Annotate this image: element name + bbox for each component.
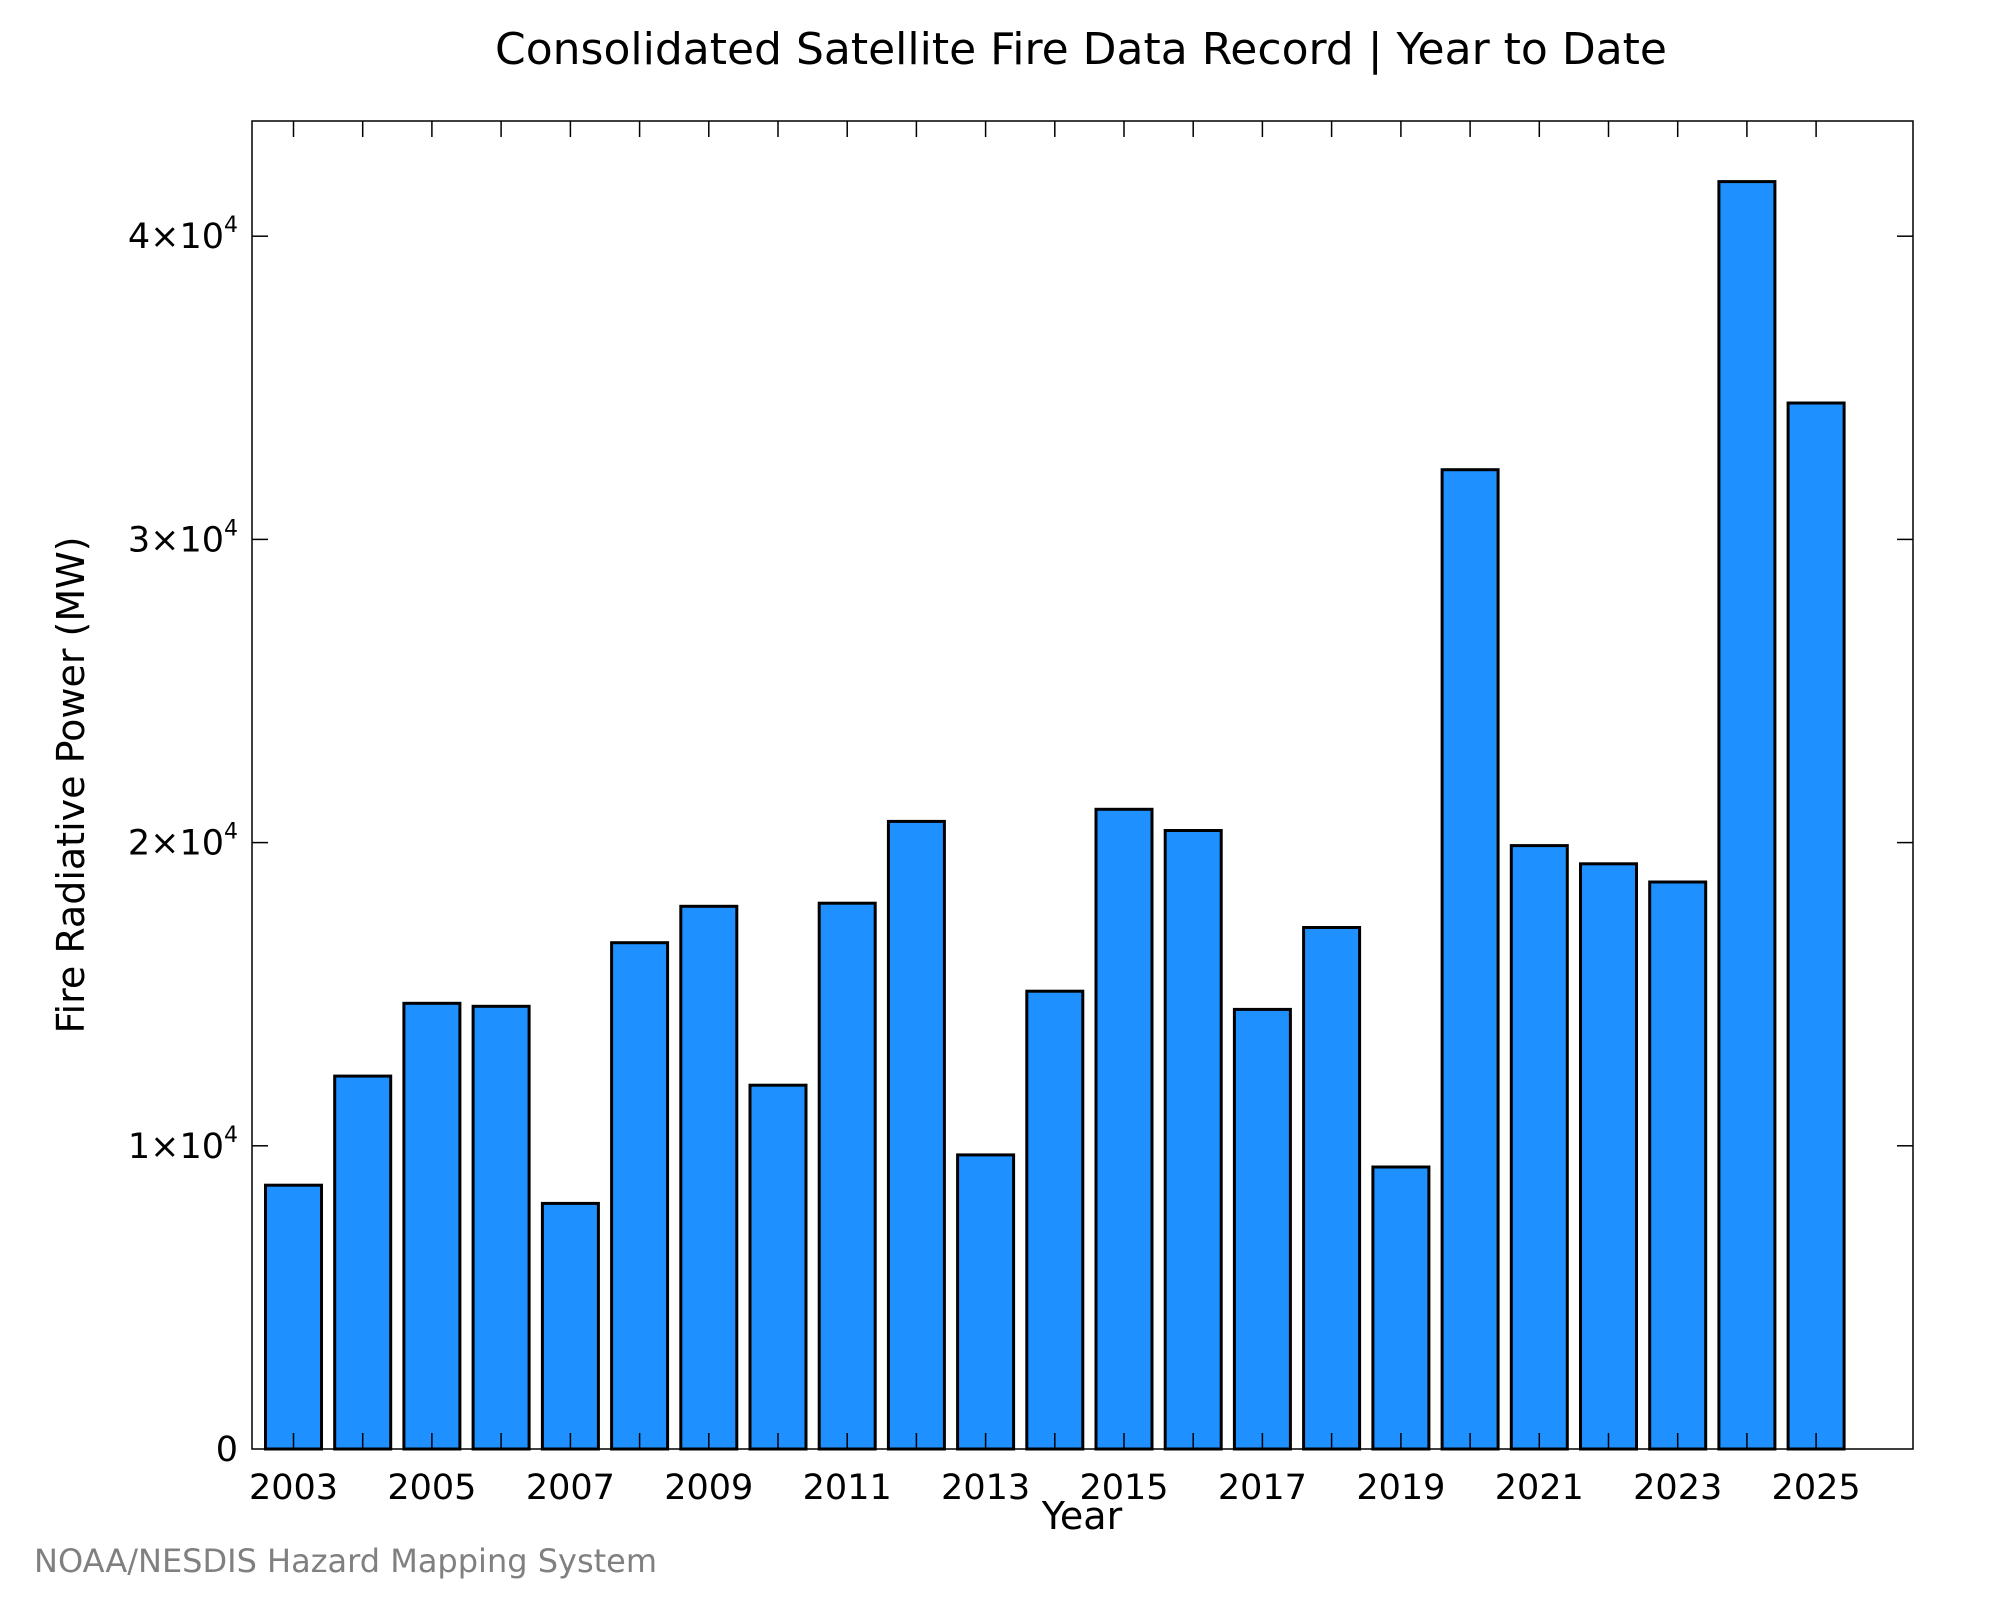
x-tick-label: 2003 bbox=[249, 1468, 338, 1508]
x-axis-label: Year bbox=[1041, 1494, 1123, 1538]
bar-2019 bbox=[1371, 1165, 1431, 1451]
x-tick-label: 2007 bbox=[526, 1468, 615, 1508]
bar-2025 bbox=[1786, 401, 1846, 1451]
bar-2016 bbox=[1163, 829, 1223, 1451]
y-tick-label: 4×104 bbox=[128, 213, 238, 257]
x-tick-label: 2009 bbox=[664, 1468, 753, 1508]
bar-2012 bbox=[886, 819, 946, 1451]
bar-2017 bbox=[1232, 1007, 1292, 1451]
ticks-layer: 2003 2005 2007 2009 2011 2013 2015 2017 2019 2021… bbox=[128, 121, 1913, 1508]
x-tick-label: 2019 bbox=[1356, 1468, 1445, 1508]
bar-2007 bbox=[540, 1201, 600, 1451]
bar-2003 bbox=[264, 1183, 323, 1451]
x-tick-label: 2023 bbox=[1633, 1468, 1722, 1508]
y-tick-label: 0 bbox=[216, 1430, 238, 1470]
y-axis-label: Fire Radiative Power (MW) bbox=[49, 536, 93, 1033]
bar-2004 bbox=[333, 1074, 393, 1451]
bar-2021 bbox=[1509, 844, 1569, 1451]
bar-2018 bbox=[1302, 926, 1362, 1451]
source-credit: NOAA/NESDIS Hazard Mapping System bbox=[34, 1542, 657, 1580]
bars-layer bbox=[264, 180, 1846, 1451]
bar-2005 bbox=[402, 1001, 462, 1451]
bar-2024 bbox=[1717, 180, 1777, 1451]
bar-2022 bbox=[1579, 862, 1638, 1451]
y-tick-label: 1×104 bbox=[128, 1123, 238, 1167]
bar-2008 bbox=[610, 941, 670, 1451]
bar-2014 bbox=[1025, 989, 1085, 1451]
y-tick-label: 2×104 bbox=[128, 820, 238, 864]
x-tick-label: 2017 bbox=[1218, 1468, 1307, 1508]
x-tick-label: 2011 bbox=[803, 1468, 892, 1508]
bar-2009 bbox=[679, 904, 739, 1451]
chart-title: Consolidated Satellite Fire Data Record … bbox=[495, 24, 1667, 75]
x-tick-label: 2005 bbox=[387, 1468, 476, 1508]
y-tick-label: 3×104 bbox=[128, 516, 238, 560]
x-tick-label: 2021 bbox=[1495, 1468, 1584, 1508]
bar-2023 bbox=[1648, 880, 1708, 1451]
bar-2011 bbox=[817, 901, 877, 1451]
bar-2013 bbox=[956, 1153, 1016, 1451]
bar-2015 bbox=[1094, 807, 1154, 1451]
x-tick-label: 2013 bbox=[941, 1468, 1030, 1508]
bar-2010 bbox=[748, 1083, 808, 1451]
bar-2006 bbox=[471, 1004, 531, 1451]
x-tick-label: 2015 bbox=[1079, 1468, 1168, 1508]
x-tick-label: 2025 bbox=[1772, 1468, 1861, 1508]
bar-2020 bbox=[1440, 468, 1500, 1451]
